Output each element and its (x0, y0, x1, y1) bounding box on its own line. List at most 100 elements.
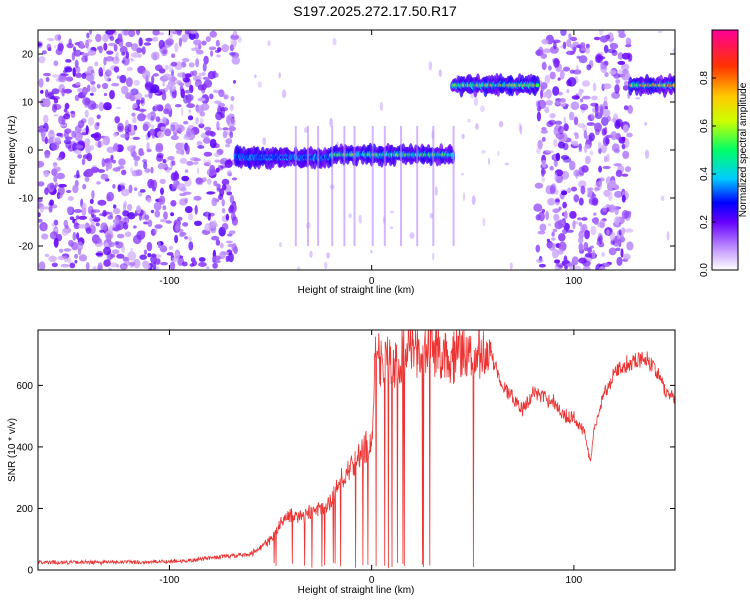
noise-cell (82, 97, 91, 106)
noise-cell (104, 242, 109, 249)
noise-cell (593, 36, 601, 41)
noise-cell (92, 218, 100, 222)
noise-cell (51, 88, 60, 95)
noise-cell (46, 43, 52, 51)
noise-cell (122, 210, 130, 217)
noise-cell (193, 39, 202, 46)
noise-cell (563, 116, 566, 125)
noise-cell (188, 109, 191, 114)
noise-cell (179, 198, 188, 206)
noise-cell (593, 123, 601, 128)
noise-cell (209, 220, 214, 225)
noise-cell (87, 205, 94, 215)
noise-cell (545, 89, 552, 99)
noise-cell (545, 99, 553, 106)
chart-title: S197.2025.272.17.50.R17 (293, 3, 457, 19)
noise-cell (49, 199, 54, 206)
noise-cell (85, 125, 89, 135)
noise-cell (185, 145, 190, 155)
noise-cell (176, 80, 182, 85)
streak-cell (452, 126, 455, 246)
noise-cell (133, 258, 141, 269)
snr-frame (37, 329, 676, 571)
noise-cell (220, 242, 224, 249)
x-tick-label: -100 (159, 575, 179, 586)
spectrogram-cells (38, 30, 675, 270)
noise-cell (140, 99, 144, 104)
noise-cell (47, 37, 54, 42)
noise-cell (116, 233, 125, 239)
noise-cell (592, 82, 597, 92)
noise-cell (162, 81, 165, 87)
noise-cell (112, 184, 116, 189)
colorbar-label: Normalized spectral amplitude (738, 82, 749, 217)
noise-cell (438, 69, 442, 77)
noise-cell (218, 89, 225, 98)
noise-cell (149, 128, 156, 136)
noise-cell (103, 102, 112, 111)
noise-cell (201, 83, 207, 91)
noise-cell (549, 46, 559, 54)
noise-cell (152, 53, 158, 61)
noise-cell (614, 84, 620, 94)
noise-cell (81, 72, 87, 79)
noise-cell (158, 32, 165, 36)
noise-cell (221, 178, 230, 186)
noise-cell (116, 106, 121, 110)
noise-cell (151, 253, 157, 258)
noise-cell (175, 222, 180, 232)
noise-cell (601, 252, 605, 257)
noise-cell (198, 123, 205, 129)
noise-cell (182, 33, 190, 40)
noise-cell (231, 56, 240, 65)
noise-cell (158, 195, 166, 205)
noise-cell (578, 236, 584, 244)
noise-cell (164, 128, 172, 137)
noise-cell (409, 232, 415, 239)
noise-cell (582, 95, 591, 100)
noise-cell (541, 167, 545, 177)
noise-cell (148, 90, 153, 99)
noise-cell (134, 187, 138, 192)
noise-cell (38, 261, 46, 270)
noise-cell (98, 67, 103, 77)
noise-cell (209, 93, 214, 100)
colorbar-tick-label: 0.4 (699, 167, 710, 181)
signal-core-cell (535, 83, 540, 88)
noise-cell (229, 194, 235, 204)
noise-cell (53, 45, 57, 49)
noise-cell (132, 136, 141, 140)
noise-cell (140, 230, 146, 237)
noise-cell (599, 35, 609, 43)
noise-cell (594, 107, 599, 117)
noise-cell (57, 255, 66, 261)
noise-cell (581, 217, 588, 221)
noise-cell (598, 266, 606, 270)
noise-cell (158, 68, 166, 74)
noise-cell (56, 157, 62, 161)
noise-cell (618, 69, 623, 76)
noise-cell (573, 265, 582, 270)
noise-cell (130, 57, 134, 61)
noise-cell (225, 143, 231, 148)
noise-cell (155, 145, 164, 153)
noise-cell (583, 130, 588, 140)
noise-cell (606, 229, 610, 236)
noise-cell (135, 169, 143, 177)
noise-cell (63, 255, 68, 263)
noise-cell (559, 103, 566, 107)
noise-cell (170, 61, 178, 67)
noise-cell (600, 61, 607, 70)
streak-cell (432, 126, 435, 246)
noise-cell (92, 209, 101, 213)
noise-cell (565, 229, 574, 233)
noise-cell (75, 82, 81, 86)
noise-cell (621, 143, 626, 150)
noise-cell (174, 234, 179, 244)
noise-cell (113, 204, 117, 209)
noise-cell (554, 120, 563, 126)
noise-cell (143, 42, 152, 46)
noise-cell (595, 54, 602, 63)
noise-cell (225, 240, 233, 244)
